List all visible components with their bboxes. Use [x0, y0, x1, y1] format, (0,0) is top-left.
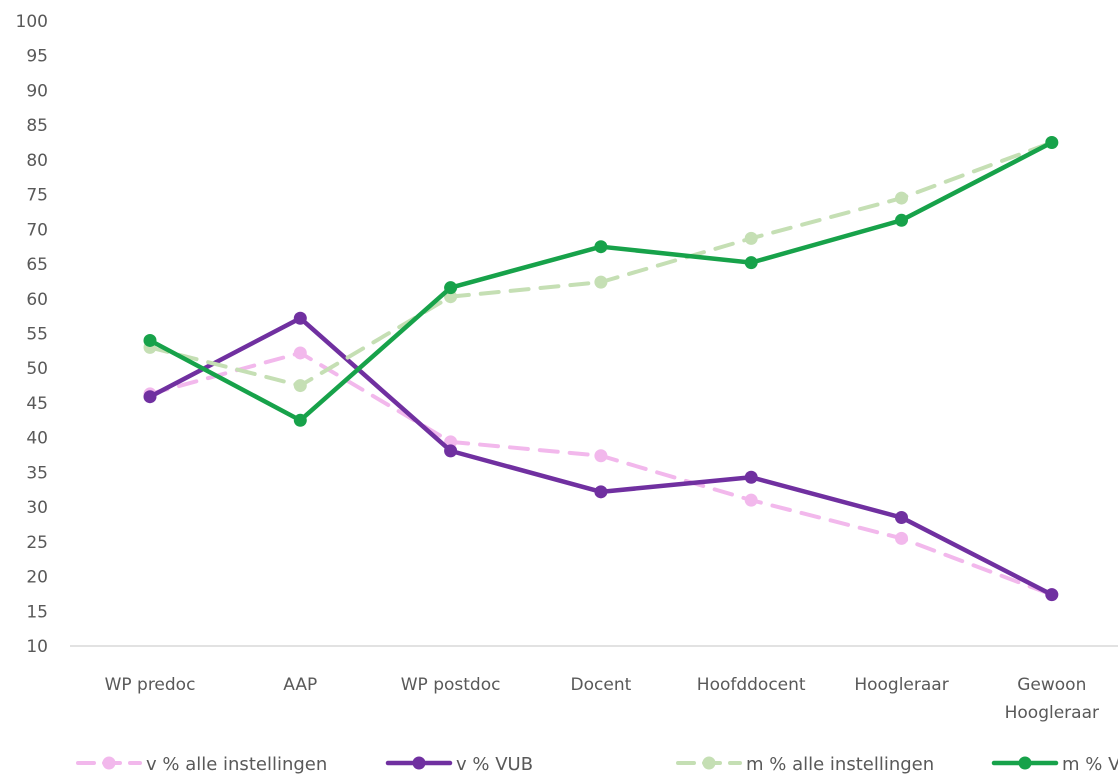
legend-item: v % alle instellingen: [76, 754, 327, 775]
series-m-pct-vub: [143, 136, 1059, 427]
plot-area: [143, 136, 1059, 602]
x-category-label: AAP: [283, 675, 317, 695]
data-point: [895, 511, 908, 525]
data-point: [143, 333, 157, 347]
y-tick-label: 85: [26, 116, 48, 136]
y-tick-label: 40: [26, 429, 48, 449]
data-point: [444, 444, 458, 458]
legend-item: m % VUB: [991, 754, 1118, 775]
y-tick-label: 90: [26, 81, 48, 101]
legend-swatch-marker: [102, 756, 116, 770]
series-v-pct-vub: [143, 311, 1059, 602]
y-tick-label: 80: [26, 151, 48, 171]
legend-swatch-marker: [702, 756, 716, 770]
x-category-label: WP predoc: [105, 675, 196, 695]
x-category-label: Gewoon: [1017, 675, 1086, 695]
legend-label: v % VUB: [456, 754, 533, 775]
y-tick-label: 75: [26, 186, 48, 206]
y-tick-label: 35: [26, 463, 48, 483]
y-axis: 10 15 20 25 30 35 40 45 50 55 60 65 70 75 80 85 90 95 100: [16, 12, 48, 657]
data-point: [293, 346, 307, 360]
data-point: [744, 470, 758, 484]
data-point: [744, 493, 758, 507]
y-tick-label: 50: [26, 359, 48, 379]
legend: v % alle instellingen v % VUB m % alle ins…: [76, 754, 1118, 775]
data-point: [744, 231, 758, 245]
data-point: [594, 449, 608, 463]
y-tick-label: 65: [26, 255, 48, 275]
legend-label: m % alle instellingen: [746, 754, 934, 775]
y-tick-label: 55: [26, 325, 48, 345]
data-point: [444, 281, 458, 295]
y-tick-label: 70: [26, 220, 48, 240]
data-point: [293, 379, 307, 393]
legend-label: v % alle instellingen: [146, 754, 327, 775]
data-point: [594, 240, 608, 254]
data-point: [1045, 136, 1059, 150]
series-line: [148, 350, 1054, 597]
legend-label: m % VUB: [1062, 754, 1118, 775]
data-point: [895, 191, 908, 205]
series-m-pct-alle-instellingen: [143, 136, 1059, 393]
x-category-label: Hoofddocent: [697, 675, 806, 695]
legend-item: m % alle instellingen: [676, 754, 934, 775]
y-tick-label: 100: [16, 12, 48, 32]
series-line: [148, 140, 1054, 388]
data-point: [293, 413, 307, 427]
y-tick-label: 95: [26, 47, 48, 67]
y-tick-label: 15: [26, 602, 48, 622]
y-tick-label: 30: [26, 498, 48, 518]
data-point: [594, 275, 608, 289]
y-tick-label: 60: [26, 290, 48, 310]
data-point: [293, 311, 307, 325]
x-category-label: Hoogleraar: [1005, 703, 1099, 723]
y-tick-label: 20: [26, 568, 48, 588]
data-point: [895, 531, 908, 545]
x-category-label: Hoogleraar: [854, 675, 948, 695]
x-category-label: Docent: [571, 675, 632, 695]
data-point: [143, 390, 157, 404]
series-v-pct-alle-instellingen: [143, 346, 1059, 602]
x-category-label: WP postdoc: [401, 675, 501, 695]
data-point: [594, 485, 608, 499]
data-point: [744, 256, 758, 270]
x-axis: WP predoc AAP WP postdoc Docent Hoofddocent H…: [105, 675, 1099, 723]
legend-swatch-marker: [1018, 756, 1032, 770]
y-tick-label: 10: [26, 637, 48, 657]
y-tick-label: 25: [26, 533, 48, 553]
legend-swatch-marker: [412, 756, 426, 770]
y-tick-label: 45: [26, 394, 48, 414]
legend-item: v % VUB: [385, 754, 533, 775]
data-point: [1045, 588, 1059, 602]
data-point: [895, 213, 908, 227]
